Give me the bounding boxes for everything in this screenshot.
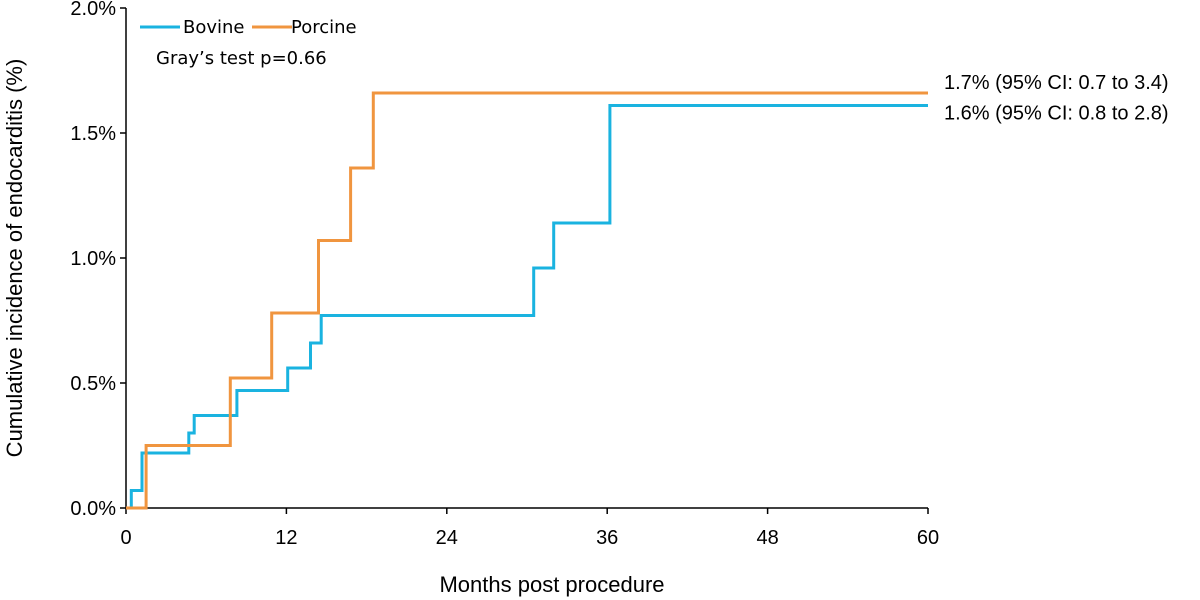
x-tick-label: 0 [120, 527, 131, 549]
series-group: 1.6% (95% CI: 0.8 to 2.8) 1.7% (95% CI: 0… [126, 72, 1169, 510]
y-tick-label: 0.0% [70, 498, 116, 520]
y-axis-title: Cumulative incidence of endocarditis (%) [2, 59, 27, 458]
x-tick-label: 24 [436, 527, 458, 549]
series-line-bovine [126, 104, 928, 510]
x-tick-label: 36 [596, 527, 618, 549]
grays-test-annotation: Gray’s test p=0.66 [156, 48, 327, 69]
series-line-porcine [126, 91, 928, 510]
y-tick-label: 0.5% [70, 373, 116, 395]
axes [125, 8, 928, 509]
x-tick-label: 12 [275, 527, 297, 549]
end-label-porcine: 1.7% (95% CI: 0.7 to 3.4) [944, 72, 1169, 94]
x-tick-label: 48 [756, 527, 778, 549]
x-axis-title: Months post procedure [439, 572, 664, 597]
y-tick-label: 2.0% [70, 0, 116, 20]
legend: Bovine Porcine [140, 17, 357, 38]
y-tick-label: 1.5% [70, 123, 116, 145]
x-tick-label: 60 [917, 527, 939, 549]
legend-label-porcine: Porcine [291, 17, 357, 38]
ticks: 0.0% 0.5% 1.0% 1.5% 2.0% 0 12 24 36 48 60 [70, 0, 939, 549]
end-label-bovine: 1.6% (95% CI: 0.8 to 2.8) [944, 103, 1169, 125]
y-tick-label: 1.0% [70, 248, 116, 270]
legend-label-bovine: Bovine [183, 17, 245, 38]
